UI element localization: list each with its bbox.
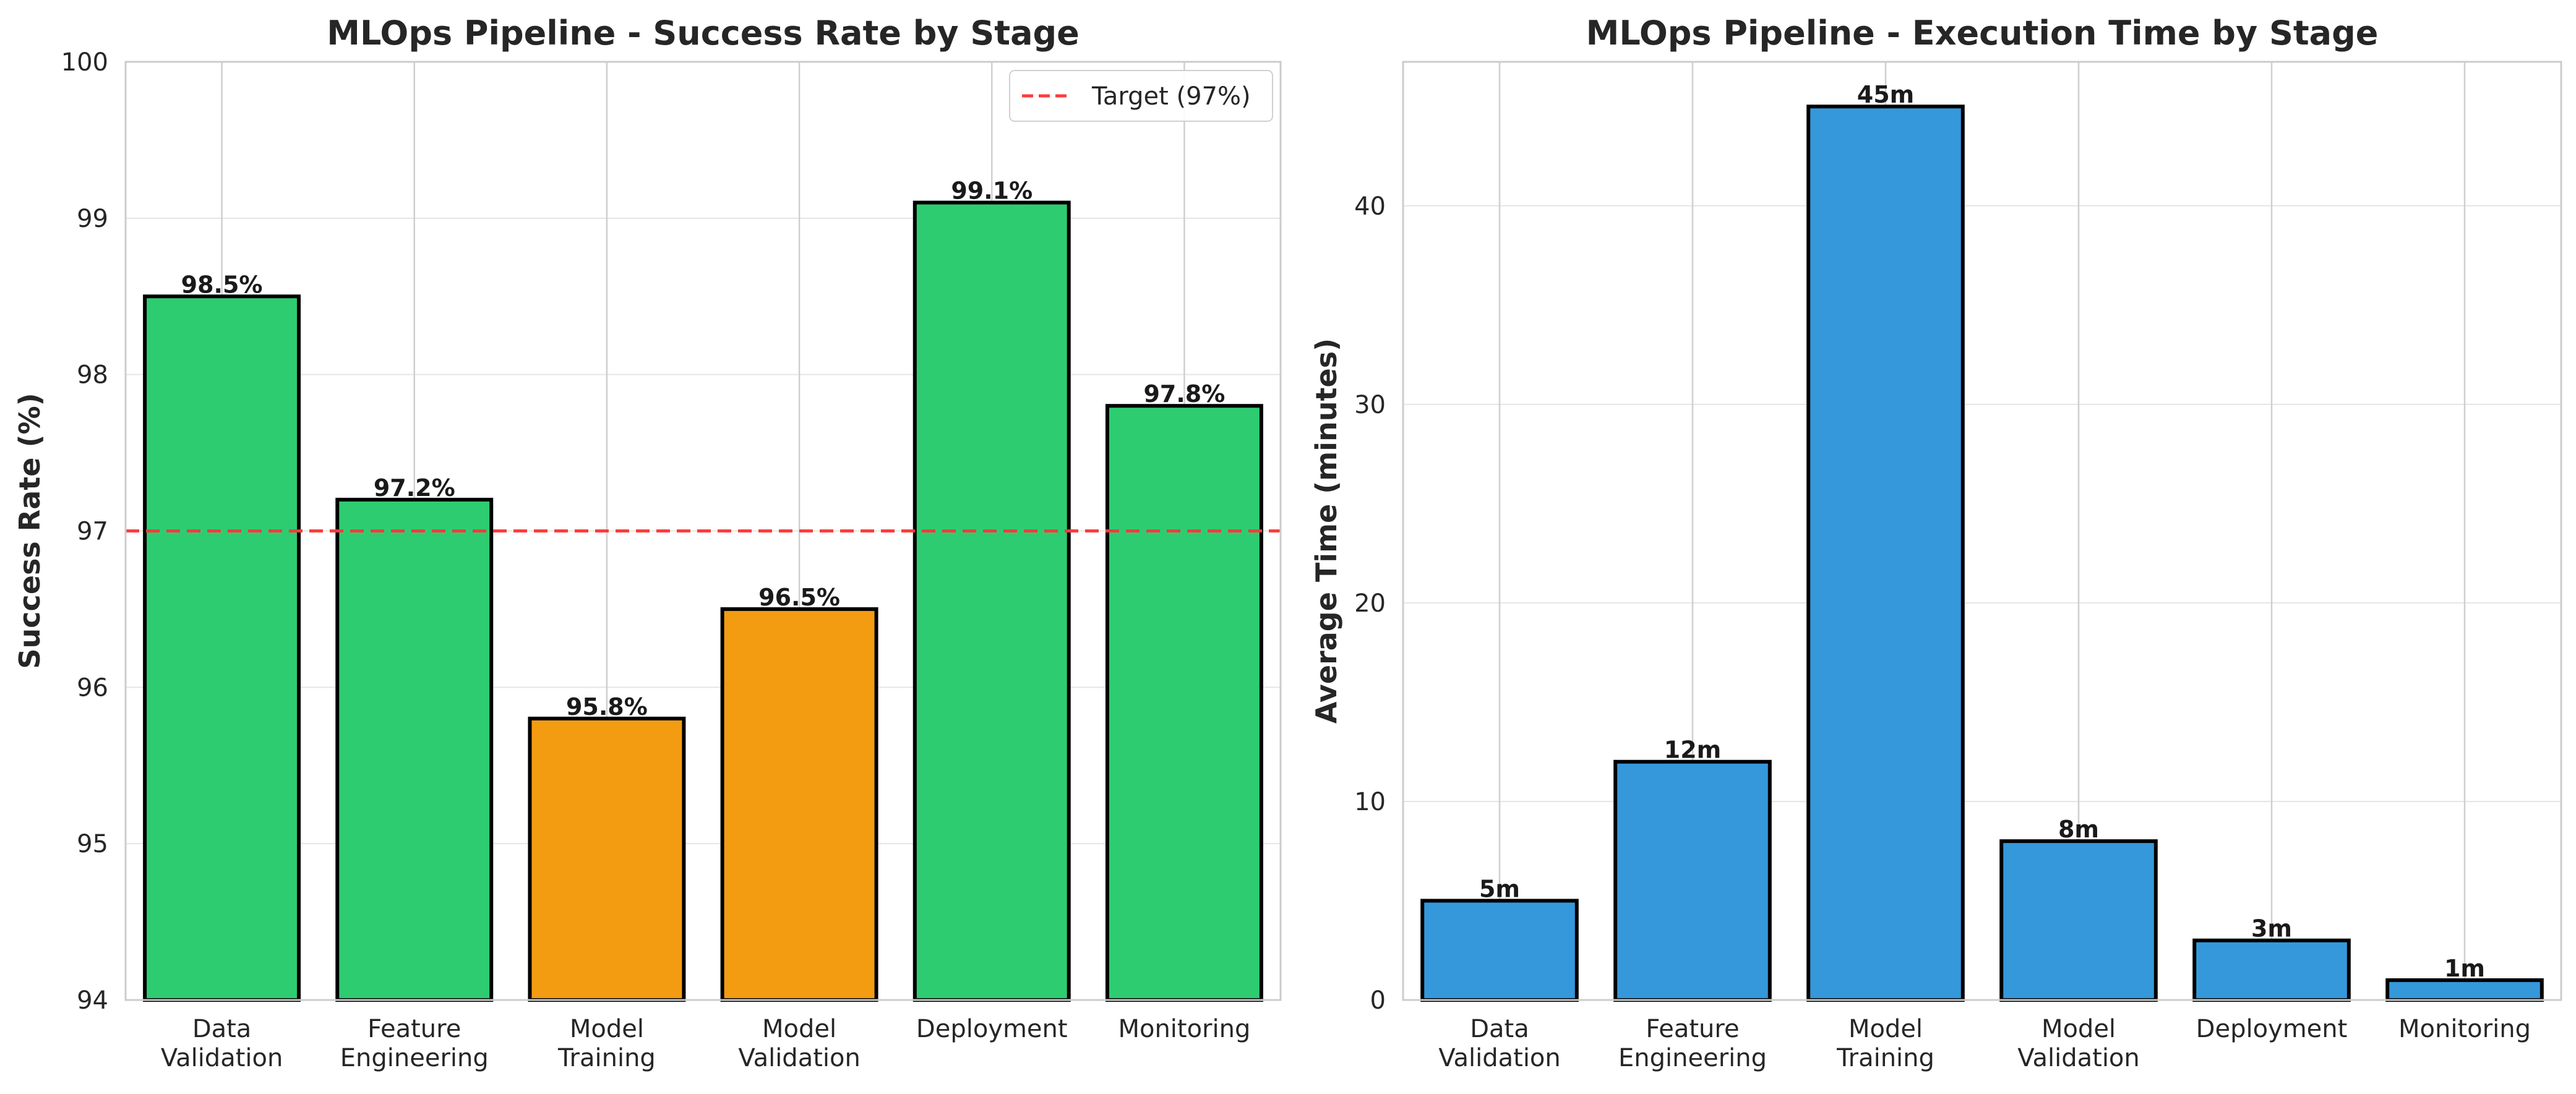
bar — [2385, 978, 2544, 1002]
x-tick-label: Model Validation — [2017, 1015, 2140, 1072]
x-tick-label: Monitoring — [1118, 1015, 1250, 1043]
x-tick-label-line: Validation — [2017, 1044, 2140, 1072]
bar — [2192, 938, 2351, 1002]
x-tick-label: Monitoring — [2398, 1015, 2531, 1043]
execution-time-chart: MLOps Pipeline - Execution Time by Stage… — [1310, 14, 2562, 1072]
x-tick-label-line: Feature — [367, 1015, 461, 1043]
chart-title: MLOps Pipeline - Success Rate by Stage — [327, 14, 1080, 53]
x-tick-label: Model Training — [1836, 1015, 1934, 1072]
data-label: 3m — [2251, 915, 2292, 942]
data-label: 5m — [1479, 875, 1520, 902]
y-axis-label: Success Rate (%) — [13, 393, 46, 669]
x-tick-label: Data Validation — [161, 1015, 283, 1072]
chart-title: MLOps Pipeline - Execution Time by Stage — [1586, 14, 2379, 53]
plot-area: 5m 12m 45m 8m 3m 1m — [1403, 62, 2561, 1002]
bar — [1105, 404, 1263, 1002]
axes-frame — [124, 61, 1282, 1001]
x-tick-label-line: Engineering — [1618, 1044, 1767, 1072]
data-label: 1m — [2444, 955, 2485, 982]
success-rate-chart: MLOps Pipeline - Success Rate by Stage S… — [13, 14, 1282, 1072]
y-tick-label: 95 — [77, 830, 108, 858]
bar — [1613, 759, 1772, 1002]
y-tick-label: 30 — [1354, 391, 1386, 419]
data-label: 8m — [2058, 816, 2099, 843]
x-tick-label-line: Validation — [738, 1044, 861, 1072]
x-tick-label-line: Validation — [161, 1044, 283, 1072]
bar — [1420, 899, 1579, 1002]
data-label: 97.2% — [374, 474, 455, 502]
x-tick-label-line: Feature — [1646, 1015, 1739, 1043]
y-tick-label: 98 — [77, 361, 108, 390]
x-tick-label-line: Monitoring — [1118, 1015, 1250, 1043]
data-label: 45m — [1857, 81, 1914, 108]
x-tick-label: Data Validation — [1438, 1015, 1561, 1072]
data-label: 12m — [1664, 737, 1721, 764]
x-tick-label: Deployment — [916, 1015, 1068, 1043]
x-tick-label-line: Data — [1470, 1015, 1529, 1043]
x-tick-label-line: Data — [192, 1015, 252, 1043]
legend-entry: Target (97%) — [1091, 82, 1251, 111]
bar — [912, 200, 1071, 1002]
y-axis-label: Average Time (minutes) — [1310, 338, 1343, 724]
y-tick-label: 40 — [1354, 192, 1386, 221]
x-tick-label-line: Model — [2041, 1015, 2116, 1043]
x-tick-label: Deployment — [2196, 1015, 2348, 1043]
x-tick-label: Model Training — [557, 1015, 656, 1072]
x-tick-label-line: Deployment — [916, 1015, 1068, 1043]
x-tick-label-line: Monitoring — [2398, 1015, 2531, 1043]
bar — [143, 294, 301, 1002]
data-label: 98.5% — [181, 271, 263, 298]
x-tick-label: Feature Engineering — [1618, 1015, 1767, 1072]
y-tick-label: 20 — [1354, 589, 1386, 618]
data-label: 97.8% — [1143, 380, 1225, 408]
axes-frame — [1402, 61, 2562, 1001]
x-tick-label-line: Training — [557, 1044, 656, 1072]
legend: Target (97%) — [1009, 70, 1273, 122]
bar — [335, 497, 494, 1002]
y-tick-label: 97 — [77, 518, 108, 546]
data-label: 95.8% — [566, 693, 648, 720]
y-tick-label: 0 — [1370, 986, 1386, 1015]
x-tick-label-line: Training — [1836, 1044, 1934, 1072]
x-tick-label-line: Model — [1848, 1015, 1923, 1043]
data-label: 96.5% — [758, 584, 840, 611]
bar — [720, 607, 878, 1002]
x-tick-label-line: Deployment — [2196, 1015, 2348, 1043]
y-tick-label: 100 — [61, 48, 108, 77]
x-tick-label-line: Validation — [1438, 1044, 1561, 1072]
y-tick-label: 94 — [77, 986, 108, 1015]
x-tick-label: Model Validation — [738, 1015, 861, 1072]
bar — [1999, 839, 2158, 1002]
bar — [1806, 105, 1965, 1002]
x-tick-label-line: Model — [570, 1015, 644, 1043]
y-tick-label: 96 — [77, 673, 108, 702]
x-tick-label: Feature Engineering — [340, 1015, 489, 1072]
x-tick-label-line: Model — [762, 1015, 836, 1043]
data-label: 99.1% — [951, 177, 1033, 205]
bar — [528, 716, 686, 1002]
y-tick-label: 99 — [77, 205, 108, 233]
x-tick-label-line: Engineering — [340, 1044, 489, 1072]
plot-area: 98.5% 97.2% 95.8% 96.5% 99.1% 97.8% — [126, 61, 1281, 1002]
y-tick-label: 10 — [1354, 788, 1386, 816]
legend-box — [1009, 70, 1273, 122]
